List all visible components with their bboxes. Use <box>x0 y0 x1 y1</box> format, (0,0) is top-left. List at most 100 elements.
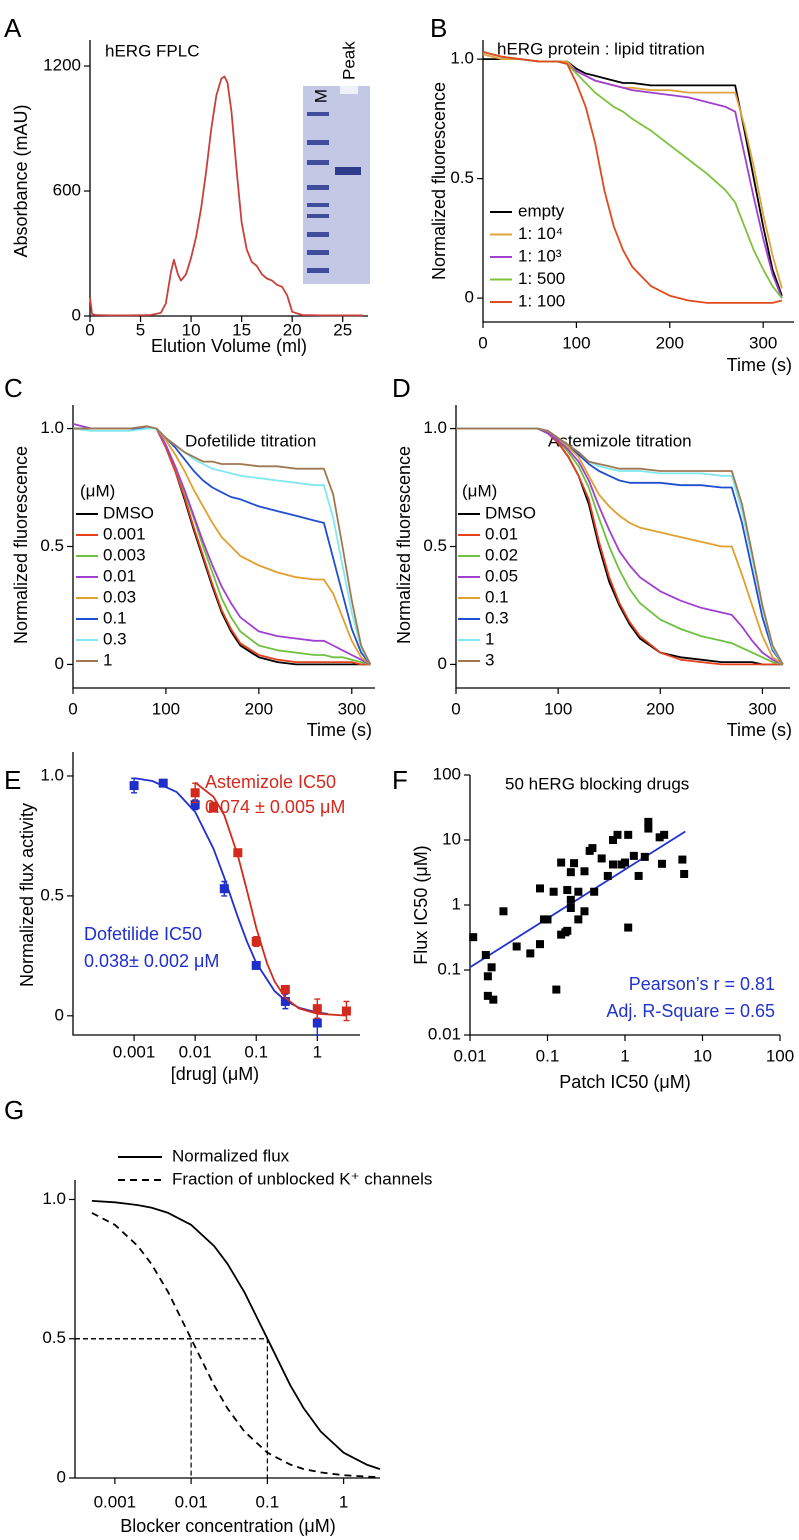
annotation: Dofetilide IC50 <box>84 924 202 944</box>
x-tick-label: 0 <box>85 320 94 339</box>
chart-title: Dofetilide titration <box>185 431 316 450</box>
point <box>634 871 643 880</box>
point <box>535 884 544 893</box>
point <box>574 915 583 924</box>
point <box>190 800 200 810</box>
fit-line <box>194 781 347 1017</box>
point <box>588 844 597 853</box>
legend-label: 0.03 <box>103 587 136 606</box>
legend-title: (μM) <box>80 481 115 500</box>
chart-title: 50 hERG blocking drugs <box>505 774 689 793</box>
y-tick-label: 0 <box>72 305 81 324</box>
series-line <box>482 51 783 304</box>
y-axis-title: Normalized flux activity <box>17 803 37 987</box>
x-tick-label: 300 <box>338 699 366 718</box>
x-tick-label: 0.001 <box>94 1492 137 1511</box>
y-tick-label: 0 <box>438 654 447 673</box>
y-axis-title: Normalized fluorescence <box>11 446 31 644</box>
x-tick-label: 200 <box>646 699 674 718</box>
point <box>570 859 579 868</box>
y-tick-label: 1.0 <box>423 418 447 437</box>
legend-label: empty <box>518 201 565 220</box>
y-tick-label: 1.0 <box>450 49 474 68</box>
point <box>209 802 219 812</box>
gel-lane-label: Peak <box>339 41 358 80</box>
legend-label: 0.1 <box>485 587 509 606</box>
gel-lane-label: M <box>311 89 330 103</box>
point <box>613 830 622 839</box>
point <box>580 907 589 916</box>
y-tick-label: 1.0 <box>40 418 64 437</box>
point <box>566 895 575 904</box>
panel: D Astemizole titration Time (s) Normalized … <box>392 373 792 740</box>
panel-letter: E <box>4 765 21 795</box>
y-tick-label: 10 <box>442 829 461 848</box>
legend-label: 1: 10³ <box>518 246 562 265</box>
series-line <box>91 1212 381 1479</box>
chart-title: hERG FPLC <box>105 41 199 60</box>
y-tick-label: 1 <box>452 894 461 913</box>
panel-letter: G <box>4 1095 24 1125</box>
x-axis-title: Elution Volume (ml) <box>151 336 307 356</box>
legend-label: 1: 10⁴ <box>518 224 563 243</box>
axis-line <box>72 752 360 1036</box>
x-tick-label: 10 <box>693 1046 712 1065</box>
x-tick-label: 0.001 <box>113 1042 156 1061</box>
point <box>481 951 490 960</box>
point <box>566 868 575 877</box>
x-axis-title: Blocker concentration (μM) <box>120 1516 335 1536</box>
point <box>608 860 617 869</box>
point <box>608 836 617 844</box>
x-tick-label: 0.1 <box>244 1042 268 1061</box>
point <box>557 930 566 939</box>
legend-label: 0.3 <box>485 608 509 627</box>
legend-label: 1: 100 <box>518 291 565 310</box>
point <box>129 781 139 791</box>
x-axis-title: Time (s) <box>727 720 792 740</box>
point <box>657 859 666 868</box>
y-tick-label: 0.5 <box>450 168 474 187</box>
y-axis-title: Flux IC50 (μM) <box>411 845 431 964</box>
point <box>233 848 243 858</box>
x-tick-label: 300 <box>748 699 776 718</box>
panel: G Blocker concentration (μM) 0.001 0.01 0.1 1… <box>4 1095 432 1536</box>
x-tick-label: 0.1 <box>256 1492 280 1511</box>
panel: C Dofetilide titration Time (s) Normalized … <box>4 373 375 740</box>
gel-inset: M Peak <box>303 41 370 284</box>
chart-title: Astemizole titration <box>548 431 692 450</box>
series-line <box>72 427 372 665</box>
point <box>535 940 544 949</box>
chart-title: hERG protein : lipid titration <box>497 39 705 58</box>
point <box>469 933 478 942</box>
series-line <box>89 75 363 317</box>
x-tick-label: 0.01 <box>453 1046 486 1065</box>
x-tick-label: 20 <box>283 320 302 339</box>
x-tick-label: 1 <box>339 1492 348 1511</box>
x-axis-title: Patch IC50 (μM) <box>559 1072 690 1092</box>
point <box>557 858 566 867</box>
point <box>158 778 168 788</box>
x-tick-label: 300 <box>749 333 777 352</box>
y-tick-label: 0.1 <box>437 959 461 978</box>
point <box>660 830 669 839</box>
point <box>543 915 552 924</box>
x-axis-title: Time (s) <box>727 355 792 375</box>
panel-letter: D <box>392 373 411 403</box>
y-tick-label: 0 <box>55 1005 64 1024</box>
point <box>251 936 261 946</box>
legend-label: 1 <box>485 629 494 648</box>
x-tick-label: 1 <box>620 1046 629 1065</box>
x-tick-label: 0 <box>68 699 77 718</box>
legend-label: 1: 500 <box>518 269 565 288</box>
point <box>190 788 200 798</box>
point <box>489 995 498 1004</box>
y-tick-label: 0.5 <box>40 885 64 904</box>
y-axis-title: Normalized fluorescence <box>394 446 414 644</box>
point <box>590 887 599 896</box>
point <box>621 858 629 867</box>
panel: F 50 hERG blocking drugs Patch IC50 (μM) Fl… <box>392 764 794 1091</box>
legend-label: Fraction of unblocked K⁺ channels <box>172 1169 432 1188</box>
y-tick-label: 0.5 <box>423 536 447 555</box>
